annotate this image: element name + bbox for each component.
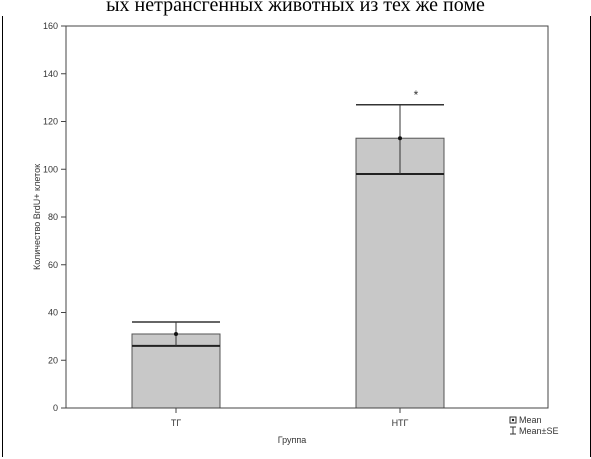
legend-label-0: Mean (519, 415, 542, 425)
y-axis-ticks: 0 20 40 60 80 100 120 140 160 (43, 21, 66, 413)
mean-marker-1 (398, 136, 402, 141)
y-tick-label-6: 120 (43, 117, 58, 127)
y-tick-label-7: 140 (43, 69, 58, 79)
x-tick-label-1: НТГ (392, 418, 409, 428)
y-tick-label-4: 80 (48, 212, 58, 222)
y-axis-title: Количество BrdU+ клеток (32, 164, 42, 270)
y-tick-label-2: 40 (48, 308, 58, 318)
significance-mark-1: * (414, 88, 419, 102)
x-tick-label-0: ТГ (171, 418, 181, 428)
x-axis-ticks: ТГ НТГ (171, 408, 409, 428)
page-header-text: ых нетрансгенных животных из тех же поме (106, 0, 485, 16)
mean-marker-dot-icon (511, 418, 515, 422)
bar-1 (355, 137, 445, 409)
plot-area: * (131, 88, 445, 409)
y-tick-label-5: 100 (43, 164, 58, 174)
error-bar-icon (510, 426, 516, 435)
y-tick-label-8: 160 (43, 21, 58, 31)
y-tick-label-0: 0 (53, 403, 58, 413)
y-tick-label-1: 20 (48, 355, 58, 365)
x-axis-title: Группа (278, 435, 307, 445)
y-tick-label-3: 60 (48, 260, 58, 270)
mean-marker-0 (174, 331, 178, 336)
legend-label-1: Mean±SE (519, 426, 558, 436)
